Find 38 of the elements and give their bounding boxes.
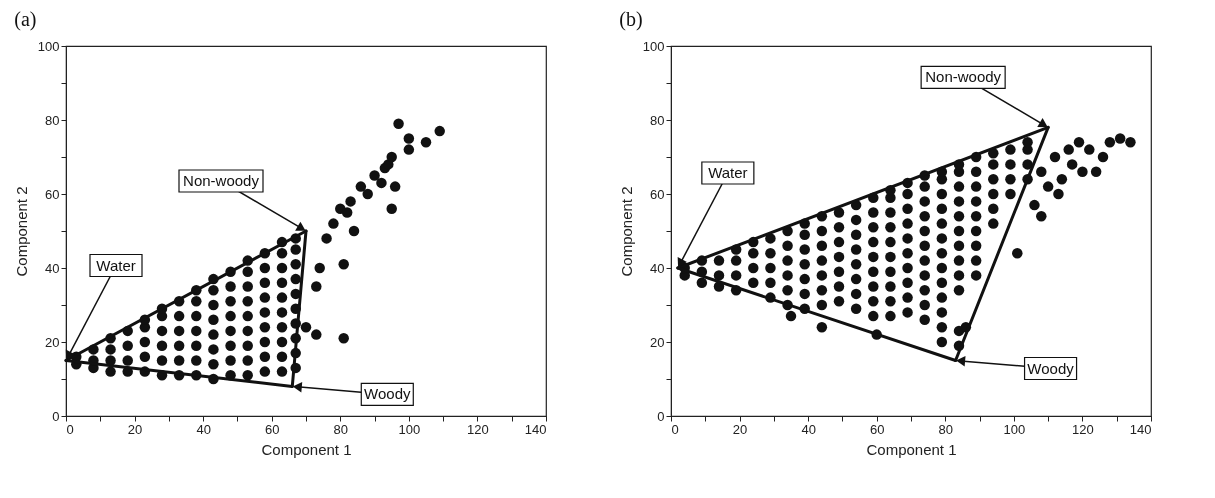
- x-tick-label: 20: [127, 421, 143, 437]
- annotation: Water: [96, 256, 136, 274]
- x-axis-title: Component 1: [866, 440, 957, 458]
- x-axis-title: Component 1: [261, 440, 352, 458]
- x-tick-label: 60: [869, 421, 885, 437]
- x-tick-label: 140: [524, 421, 547, 437]
- x-tick-label: 40: [801, 421, 816, 437]
- y-tick-label: 80: [650, 112, 665, 128]
- y-tick-label: 100: [37, 38, 60, 54]
- y-tick-label: 60: [45, 186, 60, 202]
- y-tick-label: 40: [650, 260, 665, 276]
- chart-title: (a): [14, 8, 37, 31]
- y-tick-label: 0: [52, 408, 60, 424]
- y-tick-label: 20: [650, 334, 665, 350]
- x-tick-label: 120: [467, 421, 489, 437]
- chart-title: (b): [619, 8, 643, 31]
- x-tick-label: 80: [333, 421, 349, 437]
- y-tick-label: 0: [657, 408, 665, 424]
- x-tick-label: 40: [196, 421, 211, 437]
- x-tick-label: 100: [1003, 421, 1026, 437]
- y-axis-title: Component 2: [12, 186, 30, 277]
- x-tick-label: 120: [1072, 421, 1094, 437]
- y-tick-label: 40: [45, 260, 60, 276]
- x-tick-label: 100: [398, 421, 421, 437]
- annotation: Water: [708, 164, 748, 181]
- x-tick-label: 0: [66, 421, 74, 437]
- y-tick-label: 100: [642, 38, 665, 54]
- x-tick-label: 60: [264, 421, 280, 437]
- y-tick-label: 80: [45, 112, 60, 128]
- x-tick-label: 140: [1129, 421, 1152, 437]
- annotation: Non-woody: [183, 172, 260, 189]
- y-tick-label: 60: [650, 186, 665, 202]
- y-tick-label: 20: [45, 334, 60, 350]
- x-tick-label: 80: [938, 421, 954, 437]
- x-tick-label: 0: [671, 421, 679, 437]
- x-tick-label: 20: [732, 421, 748, 437]
- y-axis-title: Component 2: [617, 186, 635, 277]
- annotation: Non-woody: [925, 68, 1002, 86]
